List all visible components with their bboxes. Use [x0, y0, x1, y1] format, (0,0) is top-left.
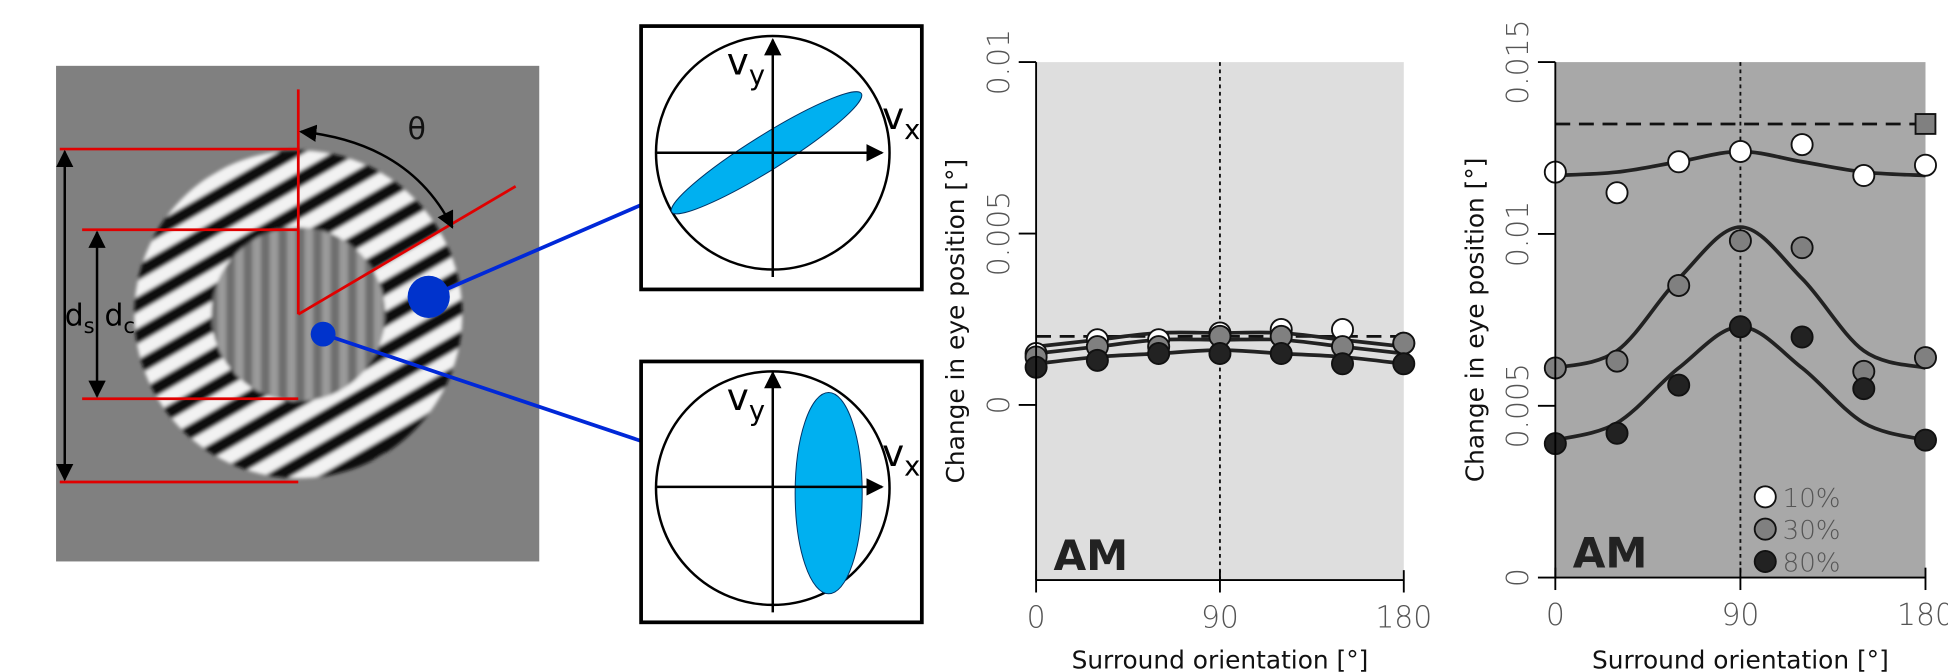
y-tick-label: 0.015: [1501, 19, 1536, 104]
data-point: [1667, 150, 1691, 174]
connectors: [322, 203, 642, 443]
data-point: [1269, 342, 1293, 366]
dc-label: dc: [104, 298, 135, 337]
data-point: [1790, 133, 1814, 157]
y-tick-label: 0.005: [1501, 363, 1536, 448]
legend-label: 10%: [1783, 484, 1841, 514]
data-point: [1913, 346, 1937, 370]
rf-small: [310, 321, 336, 347]
data-point: [1392, 352, 1416, 376]
ds-label: ds: [65, 298, 95, 337]
rf-large: [407, 275, 450, 318]
svg-text:vx: vx: [882, 431, 920, 483]
data-point: [1913, 428, 1937, 452]
velocity-panel: vy vx: [639, 24, 924, 292]
y-tick-label: 0.01: [1501, 201, 1536, 267]
data-point: [1728, 229, 1752, 253]
legend-label: 30%: [1783, 516, 1841, 546]
svg-text:vx: vx: [882, 94, 920, 146]
data-point: [1085, 348, 1109, 372]
red-guides: [59, 89, 517, 484]
legend-marker: [1753, 485, 1777, 509]
velocity-panel: vy vx: [639, 359, 924, 625]
x-tick-label: 180: [1897, 598, 1948, 633]
data-point: [1605, 181, 1629, 205]
data-point: [1667, 373, 1691, 397]
data-point: [1728, 315, 1752, 339]
x-axis-label: Surround orientation [°]: [1592, 645, 1889, 672]
x-tick-label: 180: [1375, 600, 1432, 635]
data-point: [1667, 273, 1691, 297]
data-point: [1728, 139, 1752, 163]
legend-marker: [1753, 549, 1777, 573]
panel-label: AM: [1053, 531, 1128, 580]
data-point: [1208, 342, 1232, 366]
y-tick-label: 0.01: [982, 29, 1017, 95]
svg-text:vy: vy: [727, 375, 765, 427]
arrows: [56, 124, 454, 482]
x-tick-label: 0: [1546, 598, 1565, 633]
y-axis-label: Change in eye position [°]: [1460, 158, 1489, 483]
x-axis-label: Surround orientation [°]: [1072, 645, 1369, 672]
data-point: [1790, 325, 1814, 349]
data-point: [1392, 331, 1416, 355]
data-point: [1147, 342, 1171, 366]
stimulus-diagram: θ ds dc vy vx vy vx: [56, 24, 924, 625]
y-tick-label: 0.005: [982, 191, 1017, 276]
x-tick-label: 90: [1201, 600, 1239, 635]
data-point: [1790, 236, 1814, 260]
x-tick-label: 90: [1721, 598, 1759, 633]
svg-text:vy: vy: [727, 40, 765, 92]
legend-label: 80%: [1783, 548, 1841, 578]
data-point: [1605, 421, 1629, 445]
legend-marker: [1753, 517, 1777, 541]
theta-label: θ: [408, 112, 426, 147]
data-point: [1913, 153, 1937, 177]
y-tick-label: 0: [982, 395, 1017, 414]
x-tick-label: 0: [1027, 600, 1046, 635]
reference-marker: [1914, 113, 1937, 135]
y-tick-label: 0: [1501, 568, 1536, 587]
y-axis-label: Change in eye position [°]: [941, 159, 970, 484]
data-point: [1852, 164, 1876, 188]
data-point: [1331, 352, 1354, 376]
data-point: [1605, 349, 1629, 373]
data-point: [1852, 377, 1876, 401]
panel-label: AM: [1573, 529, 1648, 578]
